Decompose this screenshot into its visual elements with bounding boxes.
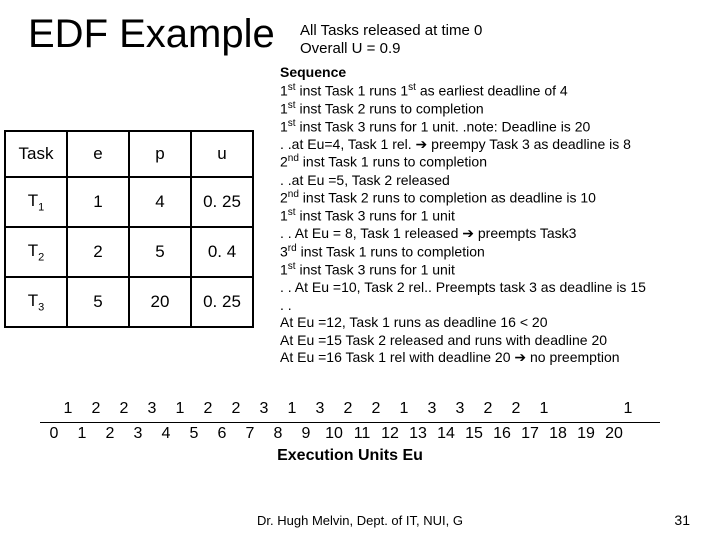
timeline-axis-cell: 1 bbox=[68, 425, 96, 443]
table-row: T1 1 4 0. 25 bbox=[5, 177, 253, 227]
subtitle-line-1: All Tasks released at time 0 bbox=[300, 22, 482, 40]
slide-title: EDF Example bbox=[28, 12, 275, 57]
timeline-bar-cell: 1 bbox=[54, 400, 82, 418]
table-row: T2 2 5 0. 4 bbox=[5, 227, 253, 277]
timeline-bar-cell: 1 bbox=[166, 400, 194, 418]
cell-p: 20 bbox=[129, 277, 191, 327]
timeline-bar-cell: 1 bbox=[530, 400, 558, 418]
timeline-axis-row: 01234567891011121314151617181920 bbox=[40, 425, 660, 445]
sequence-line: 1st inst Task 3 runs for 1 unit bbox=[280, 261, 710, 279]
timeline-bar-cell bbox=[586, 400, 614, 418]
sequence-block: Sequence 1st inst Task 1 runs 1st as ear… bbox=[280, 64, 710, 367]
timeline-axis-cell: 5 bbox=[180, 425, 208, 443]
timeline-bar-cell: 3 bbox=[306, 400, 334, 418]
cell-p: 4 bbox=[129, 177, 191, 227]
cell-e: 1 bbox=[67, 177, 129, 227]
timeline-bar-cell: 2 bbox=[334, 400, 362, 418]
timeline-bar-cell: 2 bbox=[82, 400, 110, 418]
timeline-axis-cell: 7 bbox=[236, 425, 264, 443]
sequence-heading: Sequence bbox=[280, 64, 710, 82]
timeline-axis-cell: 15 bbox=[460, 425, 488, 443]
cell-u: 0. 25 bbox=[191, 277, 253, 327]
timeline-bar-cell: 1 bbox=[614, 400, 642, 418]
timeline-axis-cell: 19 bbox=[572, 425, 600, 443]
timeline-axis-cell: 20 bbox=[600, 425, 628, 443]
sequence-line: 1st inst Task 3 runs for 1 unit. .note: … bbox=[280, 118, 710, 136]
sequence-line: . . At Eu =10, Task 2 rel.. Preempts tas… bbox=[280, 279, 710, 297]
cell-u: 0. 4 bbox=[191, 227, 253, 277]
sequence-line: . . At Eu = 8, Task 1 released ➔ preempt… bbox=[280, 225, 710, 243]
cell-e: 5 bbox=[67, 277, 129, 327]
col-e: e bbox=[67, 131, 129, 177]
timeline-axis-cell: 11 bbox=[348, 425, 376, 443]
table-header-row: Task e p u bbox=[5, 131, 253, 177]
sequence-line: 1st inst Task 2 runs to completion bbox=[280, 100, 710, 118]
cell-u: 0. 25 bbox=[191, 177, 253, 227]
slide-subtitle: All Tasks released at time 0 Overall U =… bbox=[300, 22, 482, 58]
sequence-line: 1st inst Task 3 runs for 1 unit bbox=[280, 207, 710, 225]
timeline-axis-cell: 10 bbox=[320, 425, 348, 443]
timeline-bar-cell: 2 bbox=[194, 400, 222, 418]
timeline-axis-cell: 0 bbox=[40, 425, 68, 443]
sequence-lines: 1st inst Task 1 runs 1st as earliest dea… bbox=[280, 82, 710, 367]
cell-task: T3 bbox=[5, 277, 67, 327]
sequence-line: . . bbox=[280, 297, 710, 315]
timeline-bar-row: 122312231322133221 1 bbox=[40, 400, 660, 423]
timeline-bar-cell bbox=[558, 400, 586, 418]
timeline-axis-cell: 4 bbox=[152, 425, 180, 443]
page-number: 31 bbox=[674, 512, 690, 528]
timeline-bar-cell: 3 bbox=[418, 400, 446, 418]
timeline-axis-cell: 14 bbox=[432, 425, 460, 443]
timeline-axis-cell: 8 bbox=[264, 425, 292, 443]
timeline-bar-cell: 3 bbox=[446, 400, 474, 418]
col-task: Task bbox=[5, 131, 67, 177]
cell-task: T1 bbox=[5, 177, 67, 227]
col-u: u bbox=[191, 131, 253, 177]
timeline-axis-cell: 13 bbox=[404, 425, 432, 443]
timeline: 122312231322133221 1 0123456789101112131… bbox=[40, 400, 660, 465]
timeline-bar-cell: 2 bbox=[502, 400, 530, 418]
sequence-line: 3rd inst Task 1 runs to completion bbox=[280, 243, 710, 261]
col-p: p bbox=[129, 131, 191, 177]
sequence-line: At Eu =16 Task 1 rel with deadline 20 ➔ … bbox=[280, 349, 710, 367]
timeline-axis-cell: 12 bbox=[376, 425, 404, 443]
sequence-line: 2nd inst Task 2 runs to completion as de… bbox=[280, 189, 710, 207]
timeline-axis-cell: 2 bbox=[96, 425, 124, 443]
timeline-axis-cell: 16 bbox=[488, 425, 516, 443]
cell-task: T2 bbox=[5, 227, 67, 277]
cell-p: 5 bbox=[129, 227, 191, 277]
task-table: Task e p u T1 1 4 0. 25 T2 2 5 0. 4 T3 5… bbox=[4, 130, 254, 328]
timeline-bar-cell: 1 bbox=[278, 400, 306, 418]
timeline-bar-cell: 3 bbox=[138, 400, 166, 418]
timeline-bar-cell: 2 bbox=[474, 400, 502, 418]
timeline-bar-cell: 2 bbox=[362, 400, 390, 418]
timeline-axis-cell: 6 bbox=[208, 425, 236, 443]
sequence-line: . .at Eu =5, Task 2 released bbox=[280, 172, 710, 190]
timeline-bar-cell: 2 bbox=[222, 400, 250, 418]
table-row: T3 5 20 0. 25 bbox=[5, 277, 253, 327]
timeline-axis-cell: 17 bbox=[516, 425, 544, 443]
timeline-bar-cell: 3 bbox=[250, 400, 278, 418]
timeline-axis-cell: 9 bbox=[292, 425, 320, 443]
subtitle-line-2: Overall U = 0.9 bbox=[300, 40, 482, 58]
sequence-line: . .at Eu=4, Task 1 rel. ➔ preempy Task 3… bbox=[280, 136, 710, 154]
timeline-axis-cell: 18 bbox=[544, 425, 572, 443]
timeline-bar-cell: 1 bbox=[390, 400, 418, 418]
slide-footer: Dr. Hugh Melvin, Dept. of IT, NUI, G bbox=[0, 513, 720, 528]
sequence-line: 1st inst Task 1 runs 1st as earliest dea… bbox=[280, 82, 710, 100]
cell-e: 2 bbox=[67, 227, 129, 277]
timeline-axis-cell: 3 bbox=[124, 425, 152, 443]
sequence-line: At Eu =12, Task 1 runs as deadline 16 < … bbox=[280, 314, 710, 332]
sequence-line: At Eu =15 Task 2 released and runs with … bbox=[280, 332, 710, 350]
sequence-line: 2nd inst Task 1 runs to completion bbox=[280, 153, 710, 171]
timeline-bar-cell: 2 bbox=[110, 400, 138, 418]
timeline-axis-label: Execution Units Eu bbox=[40, 447, 660, 465]
